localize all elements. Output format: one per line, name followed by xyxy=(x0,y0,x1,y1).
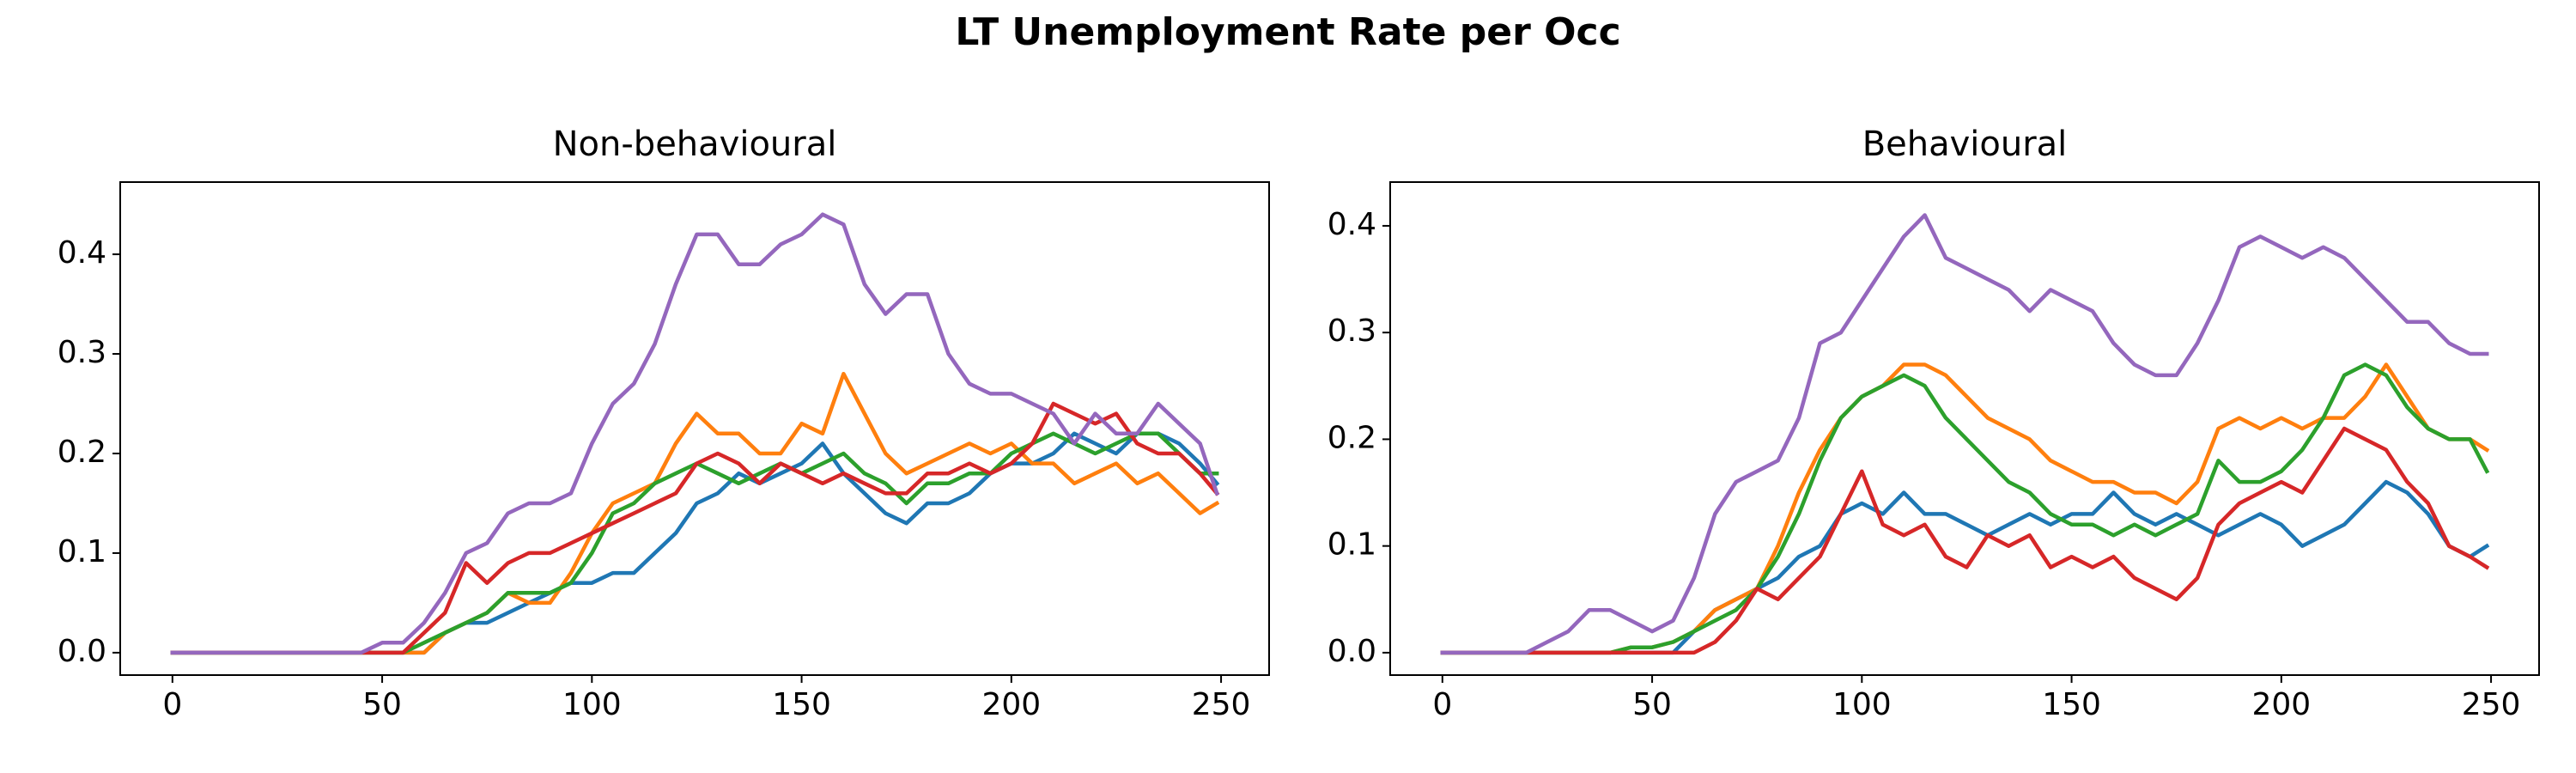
y-tick-label: 0.3 xyxy=(1327,313,1376,349)
y-tick-label: 0.1 xyxy=(1327,527,1376,563)
x-tick-label: 150 xyxy=(2042,687,2101,722)
x-tick-label: 50 xyxy=(1632,687,1672,722)
y-tick-label: 0.4 xyxy=(1327,207,1376,242)
series-line xyxy=(1440,213,2489,655)
y-tick-label: 0.0 xyxy=(1327,634,1376,669)
subplot-title: Non-behavioural xyxy=(553,125,837,164)
series-line xyxy=(170,212,1220,655)
x-tick-label: 150 xyxy=(772,687,831,722)
series-line xyxy=(170,401,1220,655)
y-tick-label: 0.1 xyxy=(58,534,106,569)
x-tick-label: 50 xyxy=(362,687,402,722)
series-line xyxy=(170,371,1220,655)
series-line xyxy=(1440,426,2490,655)
subplot-title: Behavioural xyxy=(1862,125,2068,164)
plot-frame xyxy=(1389,181,2540,676)
y-tick-label: 0.3 xyxy=(58,335,106,370)
y-tick-label: 0.2 xyxy=(58,435,106,470)
x-tick-label: 250 xyxy=(1192,687,1251,722)
x-tick-label: 0 xyxy=(162,687,182,722)
x-tick-label: 200 xyxy=(981,687,1041,722)
figure-title: LT Unemployment Rate per Occ xyxy=(955,10,1620,54)
y-tick-label: 0.0 xyxy=(58,634,106,669)
y-tick-label: 0.2 xyxy=(1327,420,1376,455)
x-tick-label: 0 xyxy=(1432,687,1452,722)
x-tick-label: 250 xyxy=(2462,687,2521,722)
x-tick-label: 100 xyxy=(562,687,622,722)
y-tick-label: 0.4 xyxy=(58,235,106,271)
x-tick-label: 200 xyxy=(2251,687,2311,722)
plot-frame xyxy=(119,181,1270,676)
x-tick-label: 100 xyxy=(1832,687,1892,722)
